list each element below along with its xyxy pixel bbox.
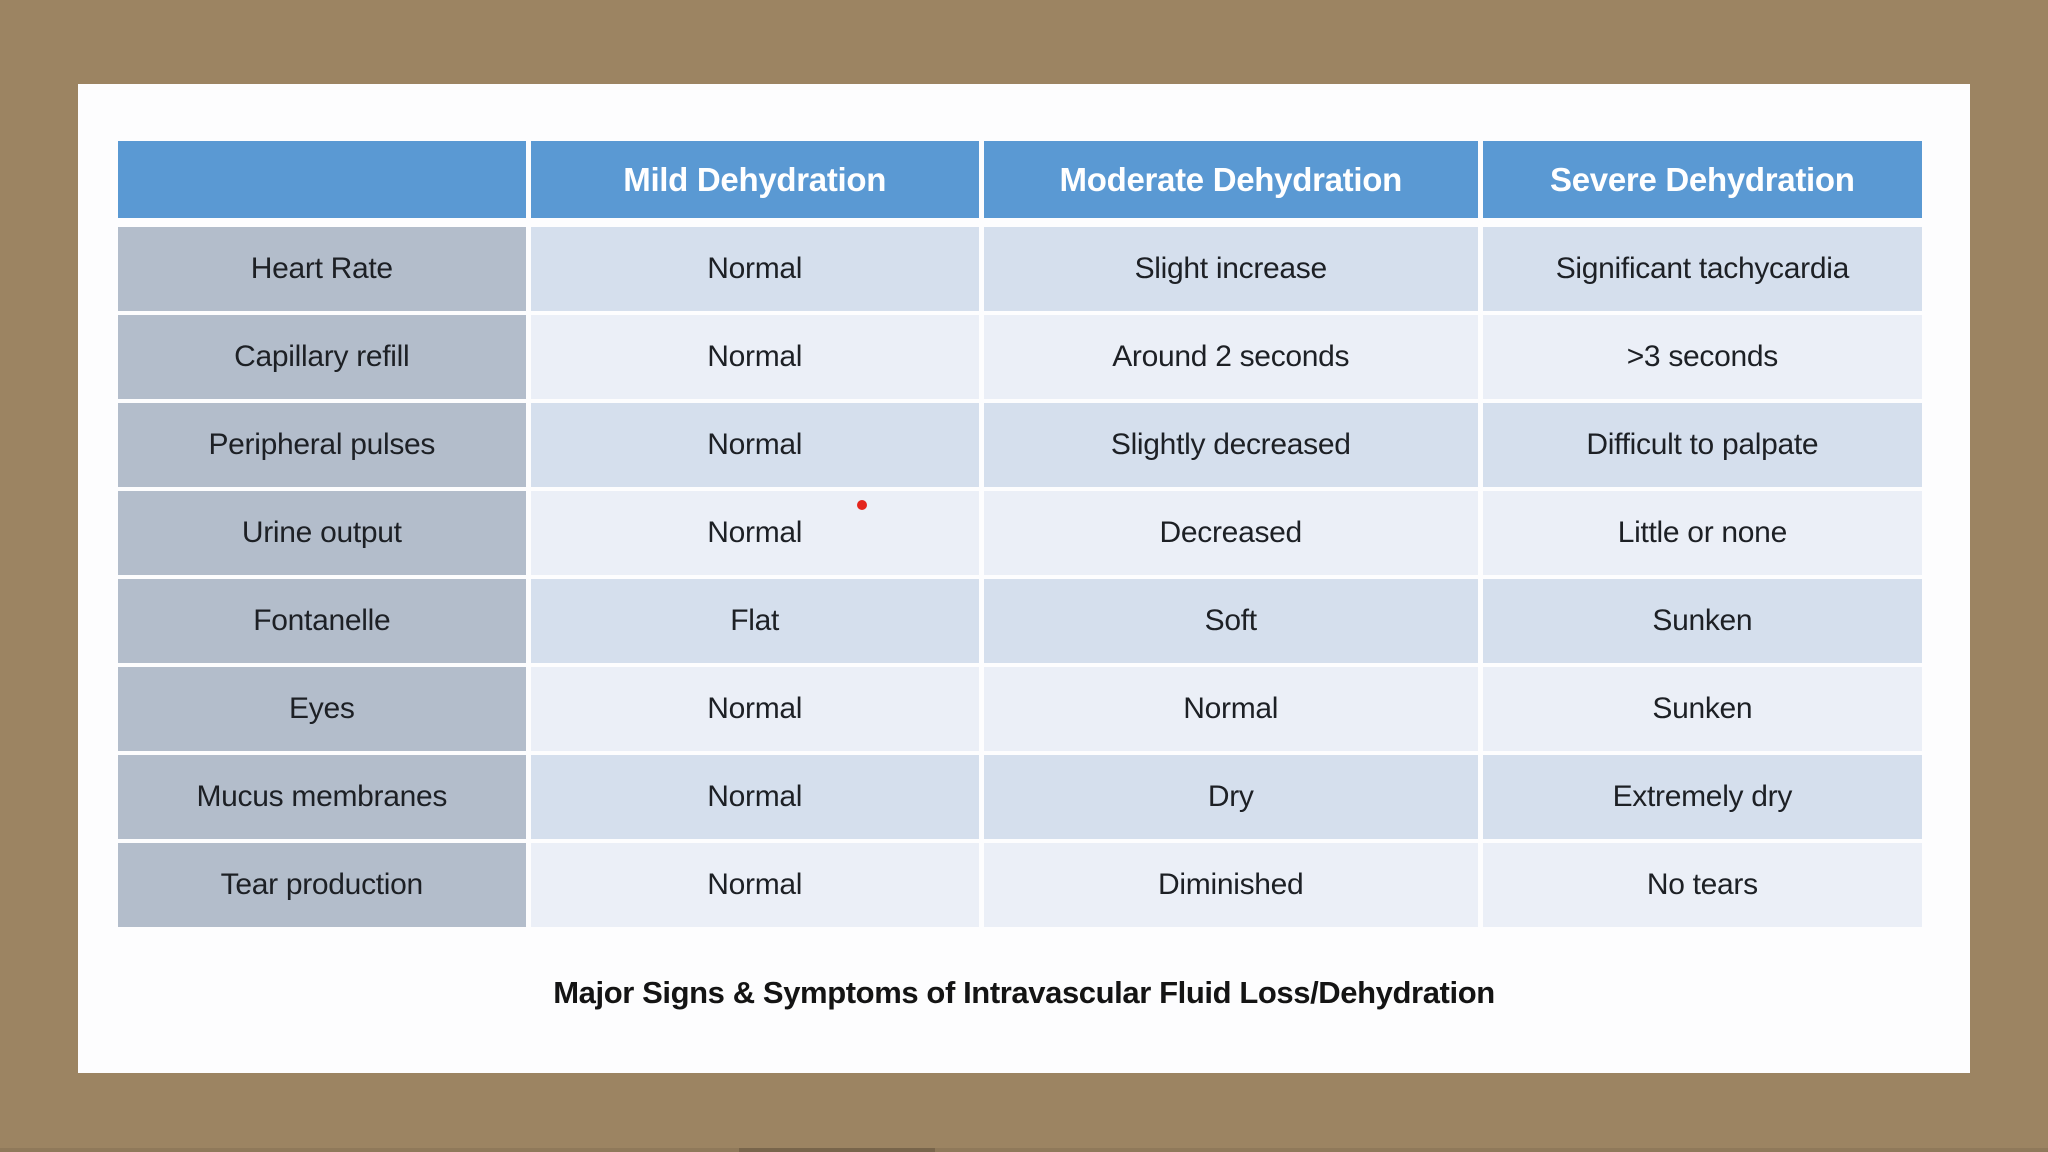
row-label: Heart Rate: [118, 227, 526, 311]
table-cell: Around 2 seconds: [983, 315, 1478, 399]
column-header-severe: Severe Dehydration: [1482, 141, 1922, 218]
table-cell: Decreased: [983, 491, 1478, 575]
row-label: Peripheral pulses: [118, 403, 526, 487]
table-cell: Normal: [530, 403, 979, 487]
table-header: Mild Dehydration Moderate Dehydration Se…: [118, 141, 1922, 218]
table-row-eyes: Eyes Normal Normal Sunken: [118, 667, 1922, 751]
table-row-heart-rate: Heart Rate Normal Slight increase Signif…: [118, 227, 1922, 311]
row-label: Eyes: [118, 667, 526, 751]
table-header-row: Mild Dehydration Moderate Dehydration Se…: [118, 141, 1922, 218]
table-cell: Soft: [983, 579, 1478, 663]
table-cell: Diminished: [983, 843, 1478, 927]
row-label: Tear production: [118, 843, 526, 927]
dehydration-table: Mild Dehydration Moderate Dehydration Se…: [118, 141, 1922, 927]
laser-pointer-dot: [857, 500, 867, 510]
table-cell: Sunken: [1482, 667, 1922, 751]
table-body: Heart Rate Normal Slight increase Signif…: [118, 227, 1922, 927]
row-label: Urine output: [118, 491, 526, 575]
table-cell: Normal: [530, 491, 979, 575]
table-caption: Major Signs & Symptoms of Intravascular …: [553, 975, 1495, 1010]
table-corner-cell: [118, 141, 526, 218]
table-row-tear-production: Tear production Normal Diminished No tea…: [118, 843, 1922, 927]
table-row-peripheral-pulses: Peripheral pulses Normal Slightly decrea…: [118, 403, 1922, 487]
table-cell: Flat: [530, 579, 979, 663]
row-label: Capillary refill: [118, 315, 526, 399]
table-cell: >3 seconds: [1482, 315, 1922, 399]
table-row-mucus-membranes: Mucus membranes Normal Dry Extremely dry: [118, 755, 1922, 839]
table-cell: Significant tachycardia: [1482, 227, 1922, 311]
row-label: Fontanelle: [118, 579, 526, 663]
table-row-fontanelle: Fontanelle Flat Soft Sunken: [118, 579, 1922, 663]
row-label: Mucus membranes: [118, 755, 526, 839]
table-cell: Slight increase: [983, 227, 1478, 311]
table-cell: Normal: [530, 315, 979, 399]
bottom-edge-strip: [0, 1148, 2048, 1152]
column-header-moderate: Moderate Dehydration: [983, 141, 1478, 218]
presentation-slide: Mild Dehydration Moderate Dehydration Se…: [78, 84, 1970, 1073]
table-cell: Sunken: [1482, 579, 1922, 663]
table-cell: No tears: [1482, 843, 1922, 927]
table-cell: Extremely dry: [1482, 755, 1922, 839]
table-row-urine-output: Urine output Normal Decreased Little or …: [118, 491, 1922, 575]
table-cell: Normal: [983, 667, 1478, 751]
table-cell: Normal: [530, 843, 979, 927]
table-cell: Difficult to palpate: [1482, 403, 1922, 487]
table-cell: Slightly decreased: [983, 403, 1478, 487]
table-cell: Normal: [530, 667, 979, 751]
table-cell: Dry: [983, 755, 1478, 839]
table-row-capillary-refill: Capillary refill Normal Around 2 seconds…: [118, 315, 1922, 399]
column-header-mild: Mild Dehydration: [530, 141, 979, 218]
table-cell: Normal: [530, 227, 979, 311]
table-cell: Normal: [530, 755, 979, 839]
bottom-edge-segment: [739, 1148, 935, 1152]
table-cell: Little or none: [1482, 491, 1922, 575]
